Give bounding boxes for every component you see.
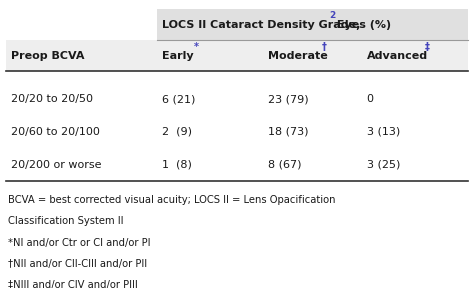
Text: *: * xyxy=(194,42,199,52)
Text: 23 (79): 23 (79) xyxy=(268,94,308,104)
Text: 20/60 to 20/100: 20/60 to 20/100 xyxy=(11,127,100,137)
FancyBboxPatch shape xyxy=(6,40,468,71)
Text: *NI and/or Ctr or CI and/or PI: *NI and/or Ctr or CI and/or PI xyxy=(9,238,151,248)
Text: Preop BCVA: Preop BCVA xyxy=(11,51,84,60)
Text: ‡NIII and/or CIV and/or PIII: ‡NIII and/or CIV and/or PIII xyxy=(9,280,138,288)
Text: 1  (8): 1 (8) xyxy=(162,160,191,170)
Text: 20/200 or worse: 20/200 or worse xyxy=(11,160,101,170)
Text: Early: Early xyxy=(162,51,193,60)
Text: ‡: ‡ xyxy=(425,42,429,52)
Text: 6 (21): 6 (21) xyxy=(162,94,195,104)
FancyBboxPatch shape xyxy=(157,9,468,40)
Text: 2: 2 xyxy=(329,11,335,20)
Text: †NII and/or CII-CIII and/or PII: †NII and/or CII-CIII and/or PII xyxy=(9,259,147,269)
Text: Advanced: Advanced xyxy=(366,51,428,60)
Text: 20/20 to 20/50: 20/20 to 20/50 xyxy=(11,94,93,104)
Text: Classification System II: Classification System II xyxy=(9,216,124,226)
Text: BCVA = best corrected visual acuity; LOCS II = Lens Opacification: BCVA = best corrected visual acuity; LOC… xyxy=(9,195,336,205)
Text: 3 (25): 3 (25) xyxy=(366,160,400,170)
Text: 2  (9): 2 (9) xyxy=(162,127,191,137)
Text: 18 (73): 18 (73) xyxy=(268,127,308,137)
Text: †: † xyxy=(322,42,327,52)
Text: 3 (13): 3 (13) xyxy=(366,127,400,137)
Text: 0: 0 xyxy=(366,94,374,104)
Text: Eyes (%): Eyes (%) xyxy=(333,20,391,29)
Text: Moderate: Moderate xyxy=(268,51,328,60)
Text: 8 (67): 8 (67) xyxy=(268,160,301,170)
Text: LOCS II Cataract Density Grade,: LOCS II Cataract Density Grade, xyxy=(162,20,360,29)
